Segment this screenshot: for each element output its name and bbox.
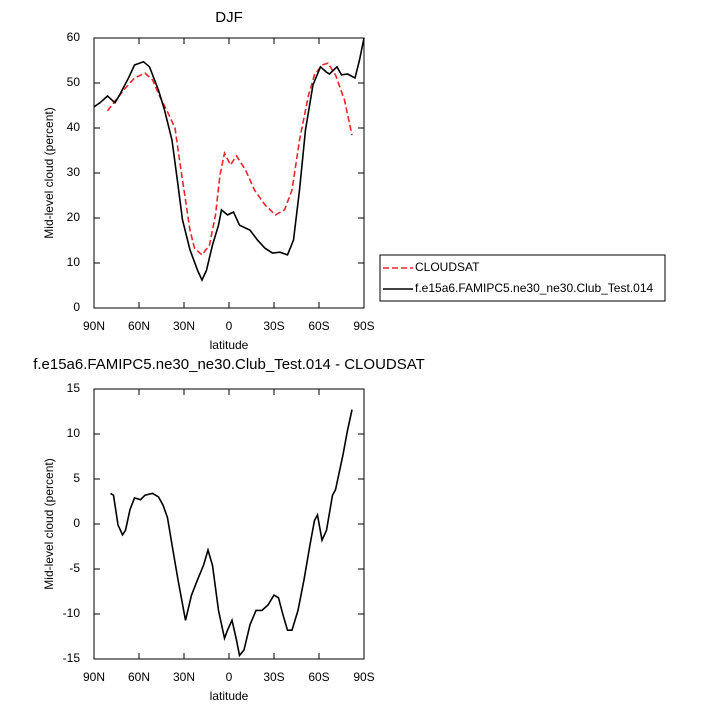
y-tick-label: 50 xyxy=(67,75,81,89)
y-tick-label: 40 xyxy=(67,120,81,134)
y-tick-label: 20 xyxy=(67,210,81,224)
y-axis-label: Mid-level cloud (percent) xyxy=(42,458,56,589)
legend-label: f.e15a6.FAMIPC5.ne30_ne30.Club_Test.014 xyxy=(415,281,653,295)
x-tick-label: 0 xyxy=(226,319,233,333)
y-tick-label: 0 xyxy=(73,516,80,530)
x-axis-label: latitude xyxy=(210,689,249,703)
chart-title: f.e15a6.FAMIPC5.ne30_ne30.Club_Test.014 … xyxy=(33,356,425,373)
x-tick-label: 0 xyxy=(226,670,233,684)
x-tick-label: 60N xyxy=(128,670,150,684)
x-axis-label: latitude xyxy=(210,338,249,352)
x-tick-label: 60S xyxy=(308,670,329,684)
y-tick-label: 0 xyxy=(73,300,80,314)
x-tick-label: 60S xyxy=(308,319,329,333)
y-tick-label: 15 xyxy=(67,381,81,395)
x-tick-label: 30S xyxy=(263,319,284,333)
y-tick-label: -15 xyxy=(63,651,81,665)
legend-label: CLOUDSAT xyxy=(415,260,480,274)
x-tick-label: 90S xyxy=(353,319,374,333)
chart-title: DJF xyxy=(215,9,243,26)
x-tick-label: 90S xyxy=(353,670,374,684)
y-tick-label: -10 xyxy=(63,606,81,620)
y-tick-label: 30 xyxy=(67,165,81,179)
plot-frame xyxy=(93,388,365,660)
series-line xyxy=(93,37,365,283)
y-tick-label: 10 xyxy=(67,426,81,440)
legend-box xyxy=(379,254,666,302)
y-axis-label: Mid-level cloud (percent) xyxy=(42,107,56,238)
x-tick-label: 30N xyxy=(173,670,195,684)
x-tick-label: 90N xyxy=(83,670,105,684)
series-line xyxy=(106,62,353,257)
x-tick-label: 60N xyxy=(128,319,150,333)
y-tick-label: 5 xyxy=(73,471,80,485)
x-tick-label: 30N xyxy=(173,319,195,333)
x-tick-label: 30S xyxy=(263,670,284,684)
series-line xyxy=(110,409,353,658)
y-tick-label: 10 xyxy=(67,255,81,269)
plot-frame xyxy=(93,37,365,309)
y-tick-label: -5 xyxy=(69,561,80,575)
x-tick-label: 90N xyxy=(83,319,105,333)
y-tick-label: 60 xyxy=(67,30,81,44)
